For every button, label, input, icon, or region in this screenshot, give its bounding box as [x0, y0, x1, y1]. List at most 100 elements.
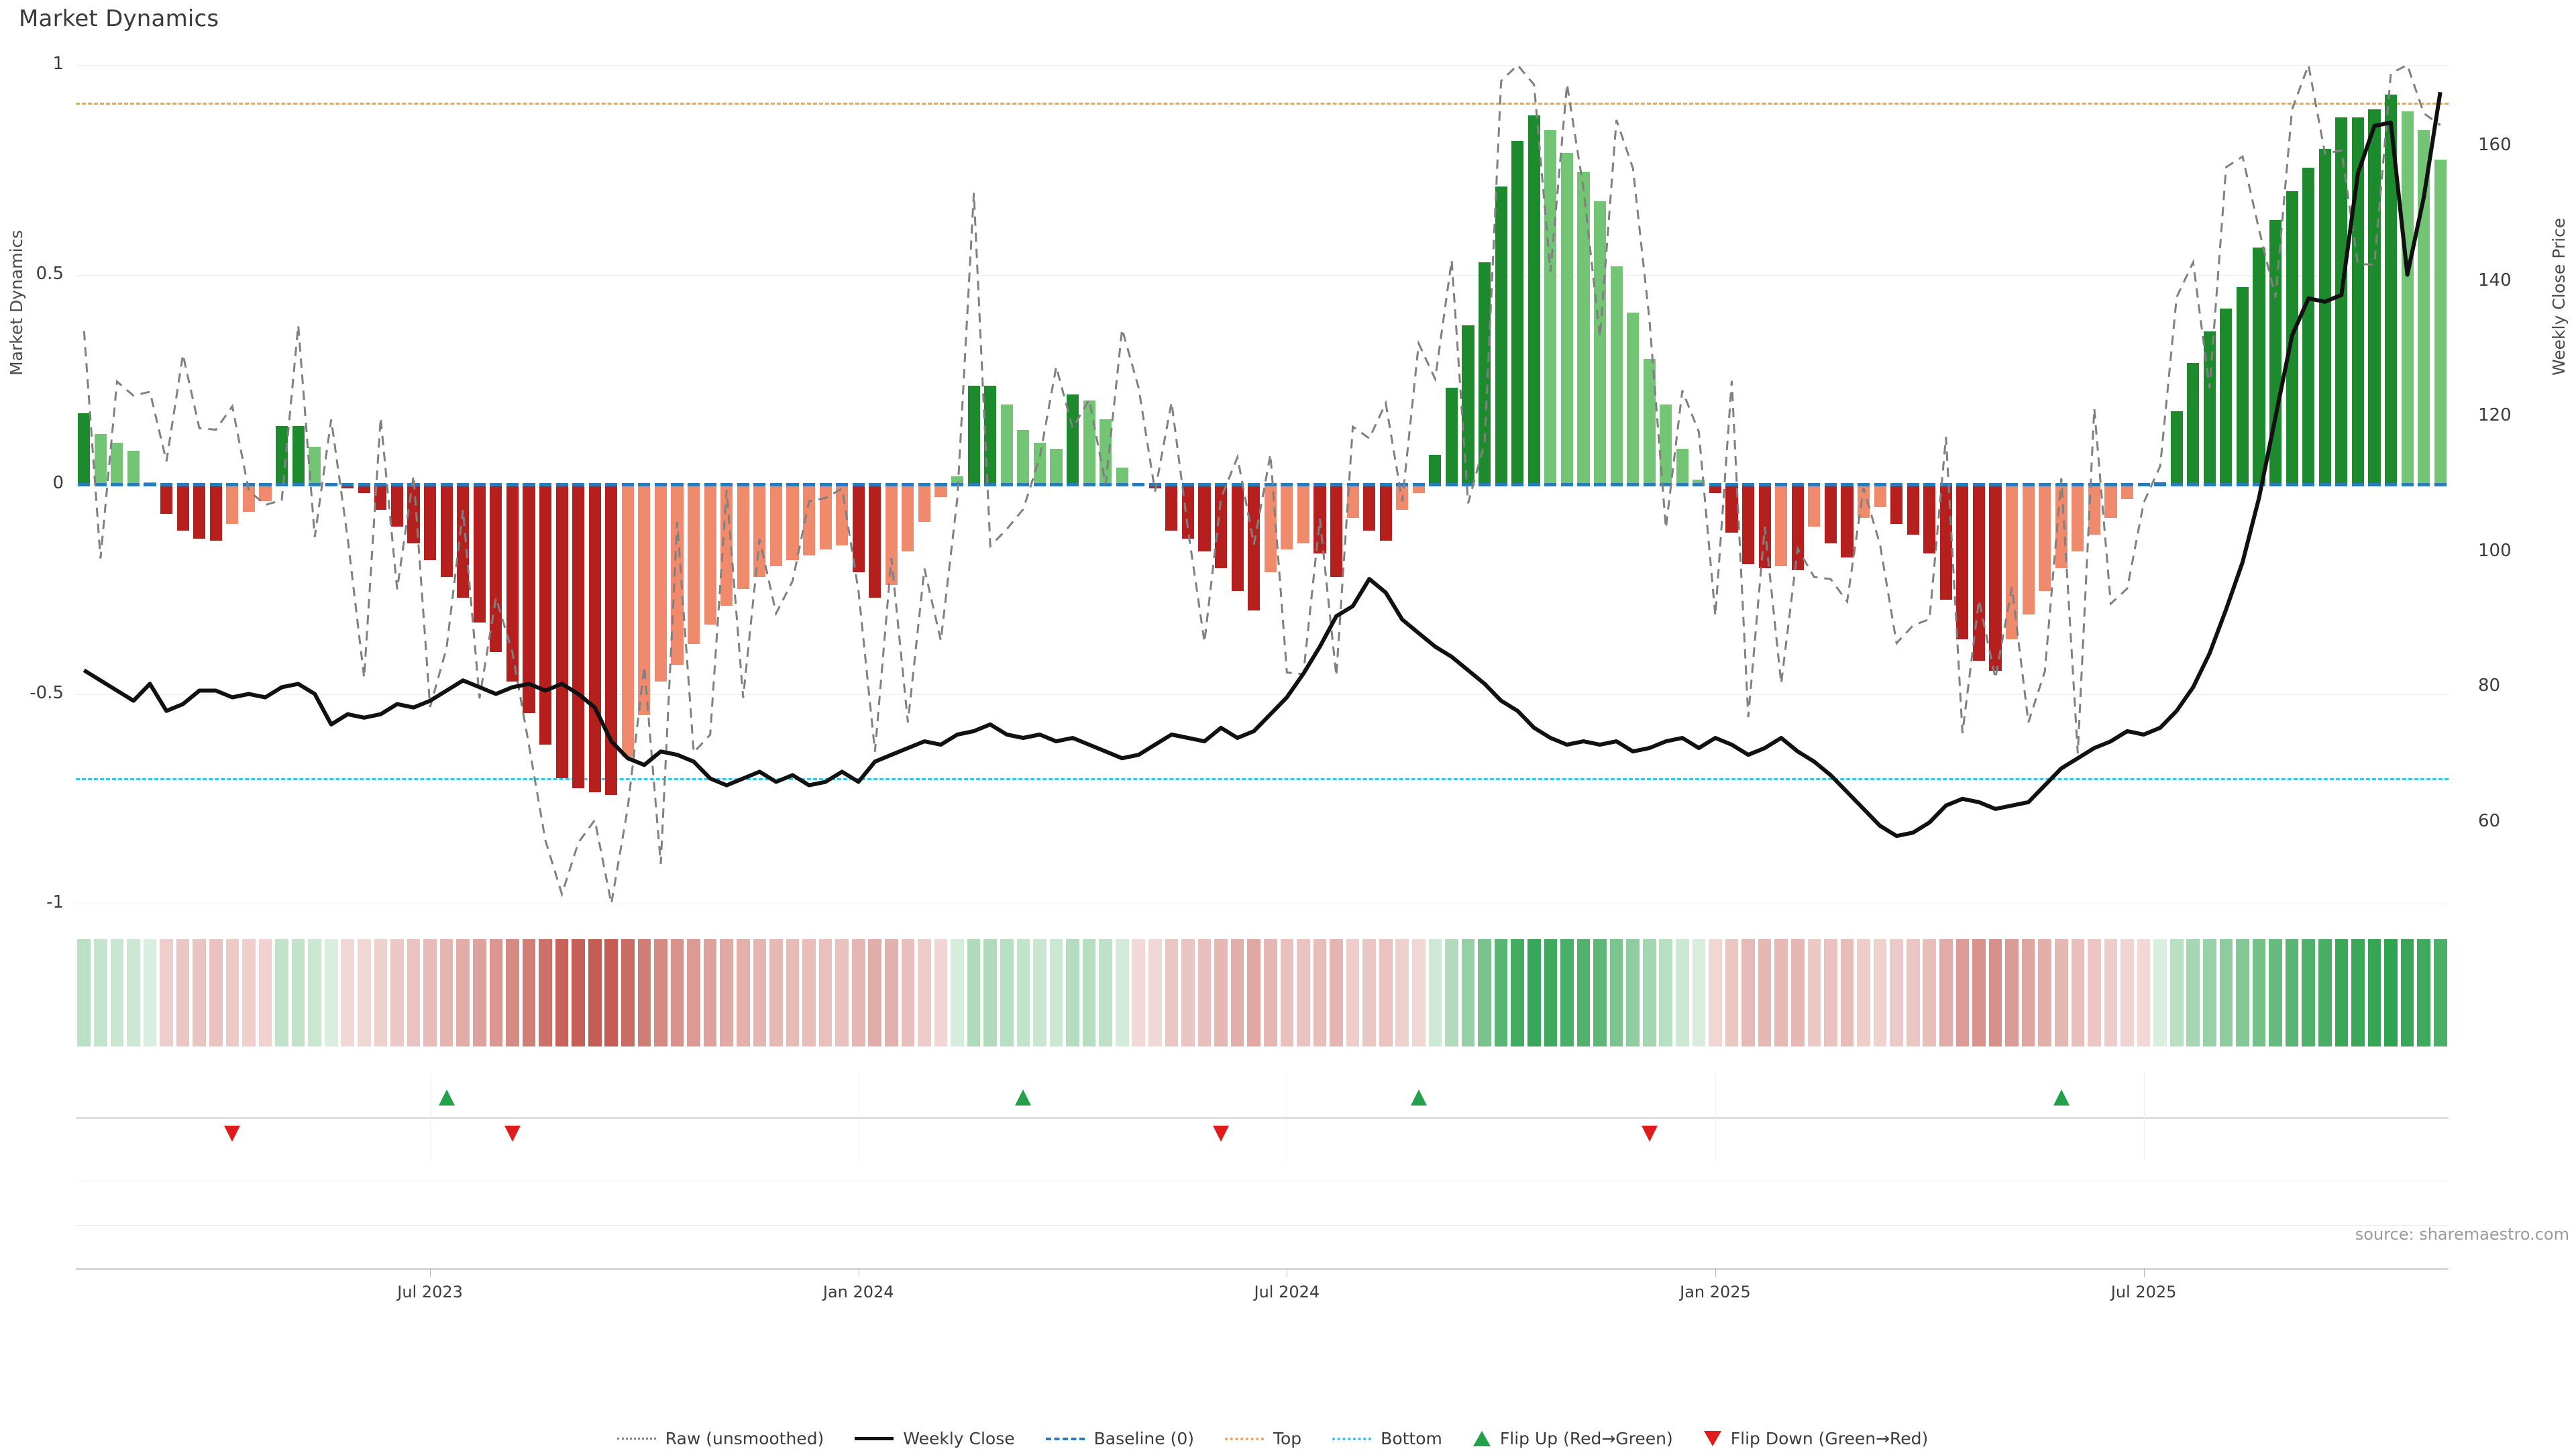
x-axis-tick-label: Jul 2025	[2110, 1283, 2177, 1301]
heatmap-cell	[1824, 939, 1837, 1046]
baseline-segment	[1445, 483, 1458, 486]
heatmap-cell	[2054, 939, 2068, 1046]
baseline-segment	[539, 483, 552, 486]
right-axis-tick-label: 160	[2478, 134, 2512, 155]
baseline-segment	[1972, 483, 1986, 486]
legend-item[interactable]: Top	[1224, 1429, 1302, 1448]
baseline-segment	[2318, 483, 2331, 486]
heatmap-cell	[2104, 939, 2118, 1046]
baseline-segment	[2236, 483, 2249, 486]
dynamics-bar	[704, 484, 716, 625]
baseline-segment	[1066, 483, 1079, 486]
baseline-segment	[671, 483, 684, 486]
baseline-segment	[704, 483, 716, 486]
dynamics-bar	[737, 484, 749, 590]
main-plot-area	[76, 61, 2449, 904]
baseline-segment	[1775, 483, 1788, 486]
baseline-segment	[753, 483, 766, 486]
legend-item[interactable]: Flip Up (Red→Green)	[1472, 1429, 1673, 1448]
baseline-segment	[1083, 483, 1095, 486]
heatmap-cell	[127, 939, 140, 1046]
dynamics-bar	[967, 386, 980, 484]
heatmap-cell	[604, 939, 619, 1046]
heatmap-cell	[769, 939, 783, 1046]
flip-down-marker-icon	[224, 1126, 241, 1142]
baseline-segment	[2022, 483, 2035, 486]
baseline-segment	[1000, 483, 1013, 486]
heatmap-cell	[2186, 939, 2200, 1046]
baseline-segment	[2121, 483, 2134, 486]
dynamics-bar	[1017, 429, 1030, 484]
baseline-segment	[1725, 483, 1738, 486]
page-title: Market Dynamics	[19, 5, 219, 32]
left-axis-tick-label: -1	[46, 892, 64, 912]
baseline-segment	[1791, 483, 1804, 486]
left-axis-label: Market Dynamics	[7, 229, 26, 376]
legend-label: Bottom	[1381, 1429, 1442, 1448]
x-axis-tick-label: Jan 2025	[1680, 1283, 1751, 1301]
baseline-segment	[1033, 483, 1046, 486]
dynamics-bar	[2434, 159, 2447, 484]
heatmap-cell	[1709, 939, 1722, 1046]
x-axis-tick-mark	[2143, 1268, 2145, 1277]
dynamics-bar	[2121, 484, 2134, 499]
baseline-segment	[902, 483, 914, 486]
heatmap-cell	[1132, 939, 1146, 1046]
heatmap-cell	[456, 939, 470, 1046]
dynamics-bar	[160, 484, 173, 514]
baseline-segment	[2269, 483, 2282, 486]
baseline-segment	[1330, 483, 1343, 486]
heatmap-cell	[2071, 939, 2085, 1046]
baseline-segment	[2384, 483, 2398, 486]
baseline-segment	[2055, 483, 2068, 486]
baseline-segment	[1215, 483, 1228, 486]
dynamics-bar	[1544, 129, 1557, 484]
baseline-segment	[1346, 483, 1359, 486]
baseline-segment	[1676, 483, 1688, 486]
heatmap-cell	[1412, 939, 1426, 1046]
heatmap-cell	[1181, 939, 1195, 1046]
baseline-segment	[1132, 483, 1145, 486]
dynamics-bar	[374, 484, 387, 510]
legend-item[interactable]: Flip Down (Green→Red)	[1703, 1429, 1928, 1448]
heatmap-cell	[868, 939, 882, 1046]
heatmap-cell	[802, 939, 816, 1046]
dynamics-bar	[242, 484, 255, 512]
dynamics-bar	[934, 484, 947, 497]
x-axis-tick-mark	[1715, 1268, 1716, 1277]
heatmap-cell	[687, 939, 700, 1046]
dynamics-bar	[2072, 484, 2084, 551]
heatmap-cell	[1890, 939, 1903, 1046]
baseline-segment	[1824, 483, 1837, 486]
dynamics-bar	[2006, 484, 2019, 640]
baseline-segment	[160, 483, 173, 486]
dotted-orange-line-icon	[1224, 1437, 1264, 1440]
heatmap-cell	[1033, 939, 1046, 1046]
heatmap-cell	[1230, 939, 1244, 1046]
dynamics-bar	[1511, 140, 1524, 484]
legend-item[interactable]: Baseline (0)	[1045, 1429, 1194, 1448]
baseline-segment	[769, 483, 782, 486]
legend-item[interactable]: Bottom	[1332, 1429, 1442, 1448]
baseline-segment	[2137, 483, 2150, 486]
baseline-segment	[242, 483, 255, 486]
dynamics-bar	[1560, 153, 1573, 484]
left-axis-tick-label: 1	[52, 54, 64, 74]
legend-item[interactable]: Weekly Close	[855, 1429, 1015, 1448]
heatmap-cell	[1099, 939, 1112, 1046]
dynamics-bar	[1989, 484, 2002, 672]
legend-label: Top	[1273, 1429, 1302, 1448]
dynamics-bar	[2187, 362, 2200, 484]
baseline-segment	[2401, 483, 2414, 486]
dynamics-bar	[1181, 484, 1195, 539]
baseline-segment	[2170, 483, 2183, 486]
baseline-segment	[1198, 483, 1211, 486]
heatmap-cell	[1082, 939, 1096, 1046]
legend-item[interactable]: Raw (unsmoothed)	[616, 1429, 824, 1448]
heatmap-cell	[918, 939, 931, 1046]
heatmap-cell	[1148, 939, 1162, 1046]
heatmap-cell	[670, 939, 684, 1046]
heatmap-cell	[522, 939, 536, 1046]
heatmap-cell	[1511, 939, 1525, 1046]
heatmap-cell	[885, 939, 898, 1046]
